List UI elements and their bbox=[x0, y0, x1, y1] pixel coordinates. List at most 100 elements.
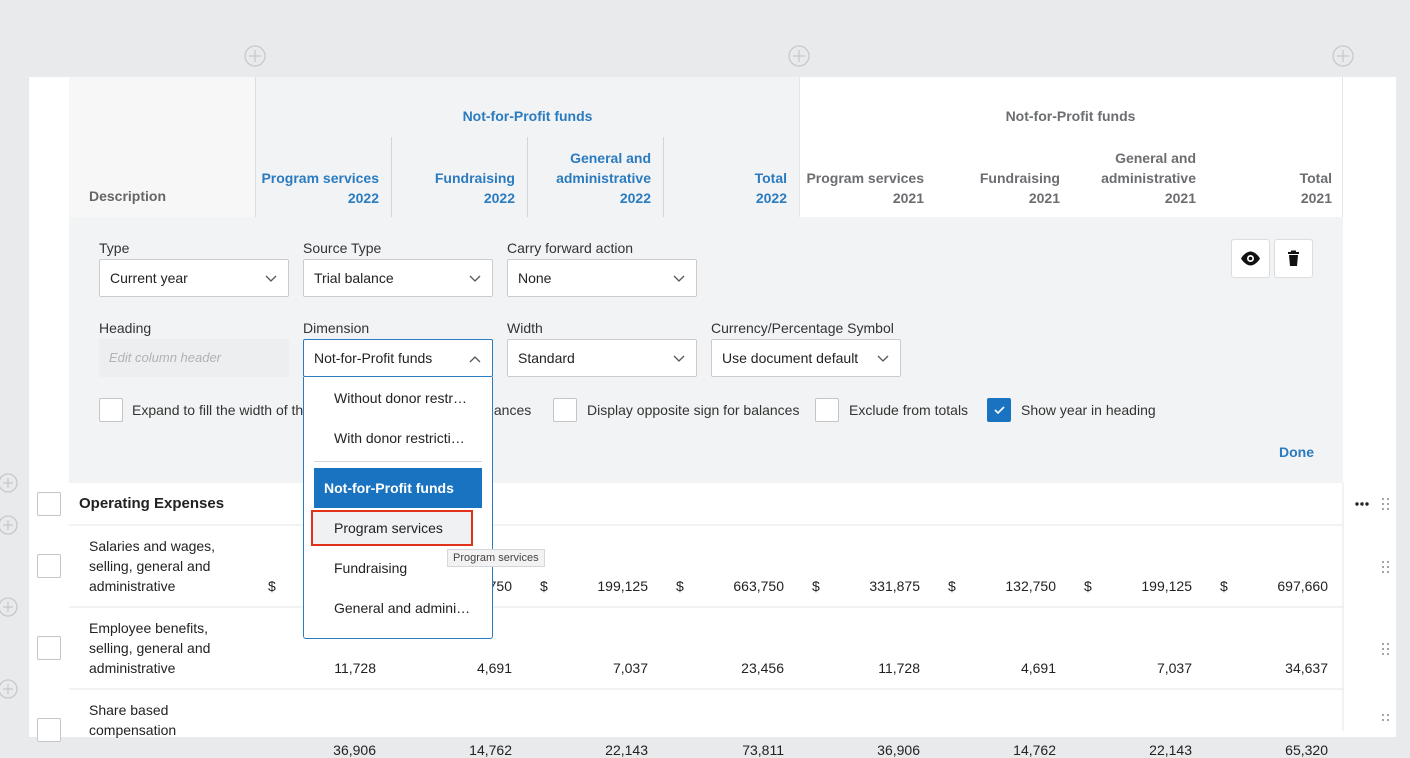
row-checkbox[interactable] bbox=[37, 554, 61, 578]
cell-value: 22,143 bbox=[605, 742, 648, 758]
cell-value: 697,660 bbox=[1277, 578, 1328, 594]
cell-value: 34,637 bbox=[1285, 660, 1328, 676]
currency-sign: $ bbox=[1220, 578, 1228, 594]
row-checkbox[interactable] bbox=[37, 636, 61, 660]
tooltip: Program services bbox=[447, 549, 545, 567]
field-label: Heading bbox=[99, 320, 152, 336]
section-title: Operating Expenses bbox=[79, 495, 225, 512]
column-divider bbox=[527, 137, 528, 217]
column-title[interactable]: General and administrative 2022 bbox=[525, 140, 651, 208]
select-box[interactable]: Trial balance bbox=[303, 259, 493, 297]
column-title[interactable]: General and administrative 2021 bbox=[1070, 140, 1196, 208]
column-name: General and administrative bbox=[1101, 150, 1196, 186]
column-name: Fundraising bbox=[979, 170, 1060, 186]
trash-icon bbox=[1288, 250, 1299, 266]
field-label: Type bbox=[99, 240, 130, 256]
select-box[interactable]: Use document default bbox=[711, 339, 901, 377]
page: Description Not-for-Profit funds Program s… bbox=[0, 45, 1396, 758]
select-box[interactable]: Not-for-Profit funds bbox=[303, 339, 493, 377]
dropdown-group[interactable]: Not-for-Profit funds bbox=[314, 468, 482, 508]
cell-value: 14,762 bbox=[469, 742, 512, 758]
column-name: Program services bbox=[261, 170, 379, 186]
chevron bbox=[877, 355, 889, 362]
cell-value: 23,456 bbox=[741, 660, 784, 676]
cell-value: 14,762 bbox=[1013, 742, 1056, 758]
cell-value: 199,125 bbox=[1141, 578, 1192, 594]
currency-sign: $ bbox=[268, 578, 276, 594]
checkbox-label[interactable]: Display opposite sign for balances bbox=[587, 402, 800, 418]
dropdown-option[interactable]: With donor restricti… bbox=[334, 430, 465, 446]
checkbox[interactable] bbox=[99, 398, 123, 422]
field-label: Dimension bbox=[303, 320, 370, 336]
chevron bbox=[673, 355, 685, 362]
preview-button[interactable] bbox=[1231, 239, 1270, 278]
done-button[interactable]: Done bbox=[1279, 444, 1314, 460]
column-divider bbox=[663, 137, 664, 217]
row-label: Salaries and wages, selling, general and… bbox=[89, 538, 216, 594]
chevron bbox=[469, 275, 481, 282]
checkbox[interactable] bbox=[553, 398, 577, 422]
select-box[interactable]: Standard bbox=[507, 339, 697, 377]
select-box[interactable]: Current year bbox=[99, 259, 289, 297]
cell-value: 36,906 bbox=[333, 742, 376, 758]
column-year: 2022 bbox=[755, 190, 787, 206]
column-title[interactable]: Total 2022 bbox=[661, 140, 787, 208]
plus-icons bbox=[244, 45, 1354, 67]
currency-sign: $ bbox=[540, 578, 548, 594]
checkbox[interactable] bbox=[815, 398, 839, 422]
cell-value: 4,691 bbox=[476, 660, 512, 676]
field-label: Currency/Percentage Symbol bbox=[711, 320, 894, 336]
chevron bbox=[265, 275, 277, 282]
description-header bbox=[69, 77, 256, 218]
column-year: 2022 bbox=[483, 190, 515, 206]
column-name: Fundraising bbox=[434, 170, 515, 186]
row-label: Employee benefits, selling, general and … bbox=[89, 620, 211, 676]
checkbox-label[interactable]: Expand to fill the width of th bbox=[132, 402, 304, 418]
column-title[interactable]: Fundraising 2022 bbox=[389, 140, 515, 208]
cell-value: 11,728 bbox=[334, 660, 376, 676]
cell-value: 36,906 bbox=[877, 742, 920, 758]
group-title: Not-for-Profit funds bbox=[1005, 108, 1136, 124]
content: Description Not-for-Profit funds Program s… bbox=[37, 108, 1332, 758]
check-icon bbox=[994, 406, 1005, 415]
column-title[interactable]: Fundraising 2021 bbox=[934, 140, 1060, 208]
cell-value: 22,143 bbox=[1149, 742, 1192, 758]
heading-input[interactable]: Edit column header bbox=[99, 339, 289, 377]
column-header: Description bbox=[89, 188, 167, 204]
column-group bbox=[799, 77, 1343, 218]
checkbox-label[interactable]: Exclude from totals bbox=[849, 402, 969, 418]
row-label: Share based compensation bbox=[89, 702, 177, 738]
column-title[interactable]: Program services 2021 bbox=[798, 140, 924, 208]
dropdown-divider bbox=[314, 461, 482, 462]
dropdown-menu[interactable]: Without donor restr… With donor restricti… bbox=[303, 377, 493, 639]
dropdown-option[interactable]: General and admini… bbox=[334, 600, 471, 616]
select-box[interactable]: None bbox=[507, 259, 697, 297]
row-checkbox[interactable] bbox=[37, 718, 61, 742]
checkbox[interactable] bbox=[987, 398, 1011, 422]
currency-sign: $ bbox=[948, 578, 956, 594]
row-checkbox[interactable] bbox=[37, 492, 61, 516]
cell-value: 7,037 bbox=[612, 660, 648, 676]
currency-sign: $ bbox=[676, 578, 684, 594]
column-divider bbox=[391, 137, 392, 217]
dropdown-option[interactable]: Without donor restr… bbox=[334, 390, 468, 406]
currency-sign: $ bbox=[1084, 578, 1092, 594]
column-year: 2021 bbox=[892, 190, 924, 206]
field-label: Source Type bbox=[303, 240, 382, 256]
dropdown-option[interactable]: Fundraising bbox=[334, 560, 408, 576]
column-year: 2022 bbox=[619, 190, 651, 206]
cell-value: 199,125 bbox=[597, 578, 648, 594]
column-year: 2021 bbox=[1028, 190, 1060, 206]
cell-value: 65,320 bbox=[1285, 742, 1328, 758]
cell-value: 4,691 bbox=[1020, 660, 1056, 676]
cell-value: 11,728 bbox=[878, 660, 920, 676]
dropdown-option[interactable]: Program services bbox=[334, 520, 443, 536]
field-label: Carry forward action bbox=[507, 240, 634, 256]
column-year: 2021 bbox=[1300, 190, 1332, 206]
column-year: 2021 bbox=[1164, 190, 1196, 206]
delete-button[interactable] bbox=[1274, 239, 1313, 278]
checkbox-label[interactable]: Show year in heading bbox=[1021, 402, 1156, 418]
column-title[interactable]: Total 2021 bbox=[1206, 140, 1332, 208]
column-title[interactable]: Program services 2022 bbox=[253, 140, 379, 208]
checkbox-label[interactable]: alances bbox=[483, 402, 532, 418]
